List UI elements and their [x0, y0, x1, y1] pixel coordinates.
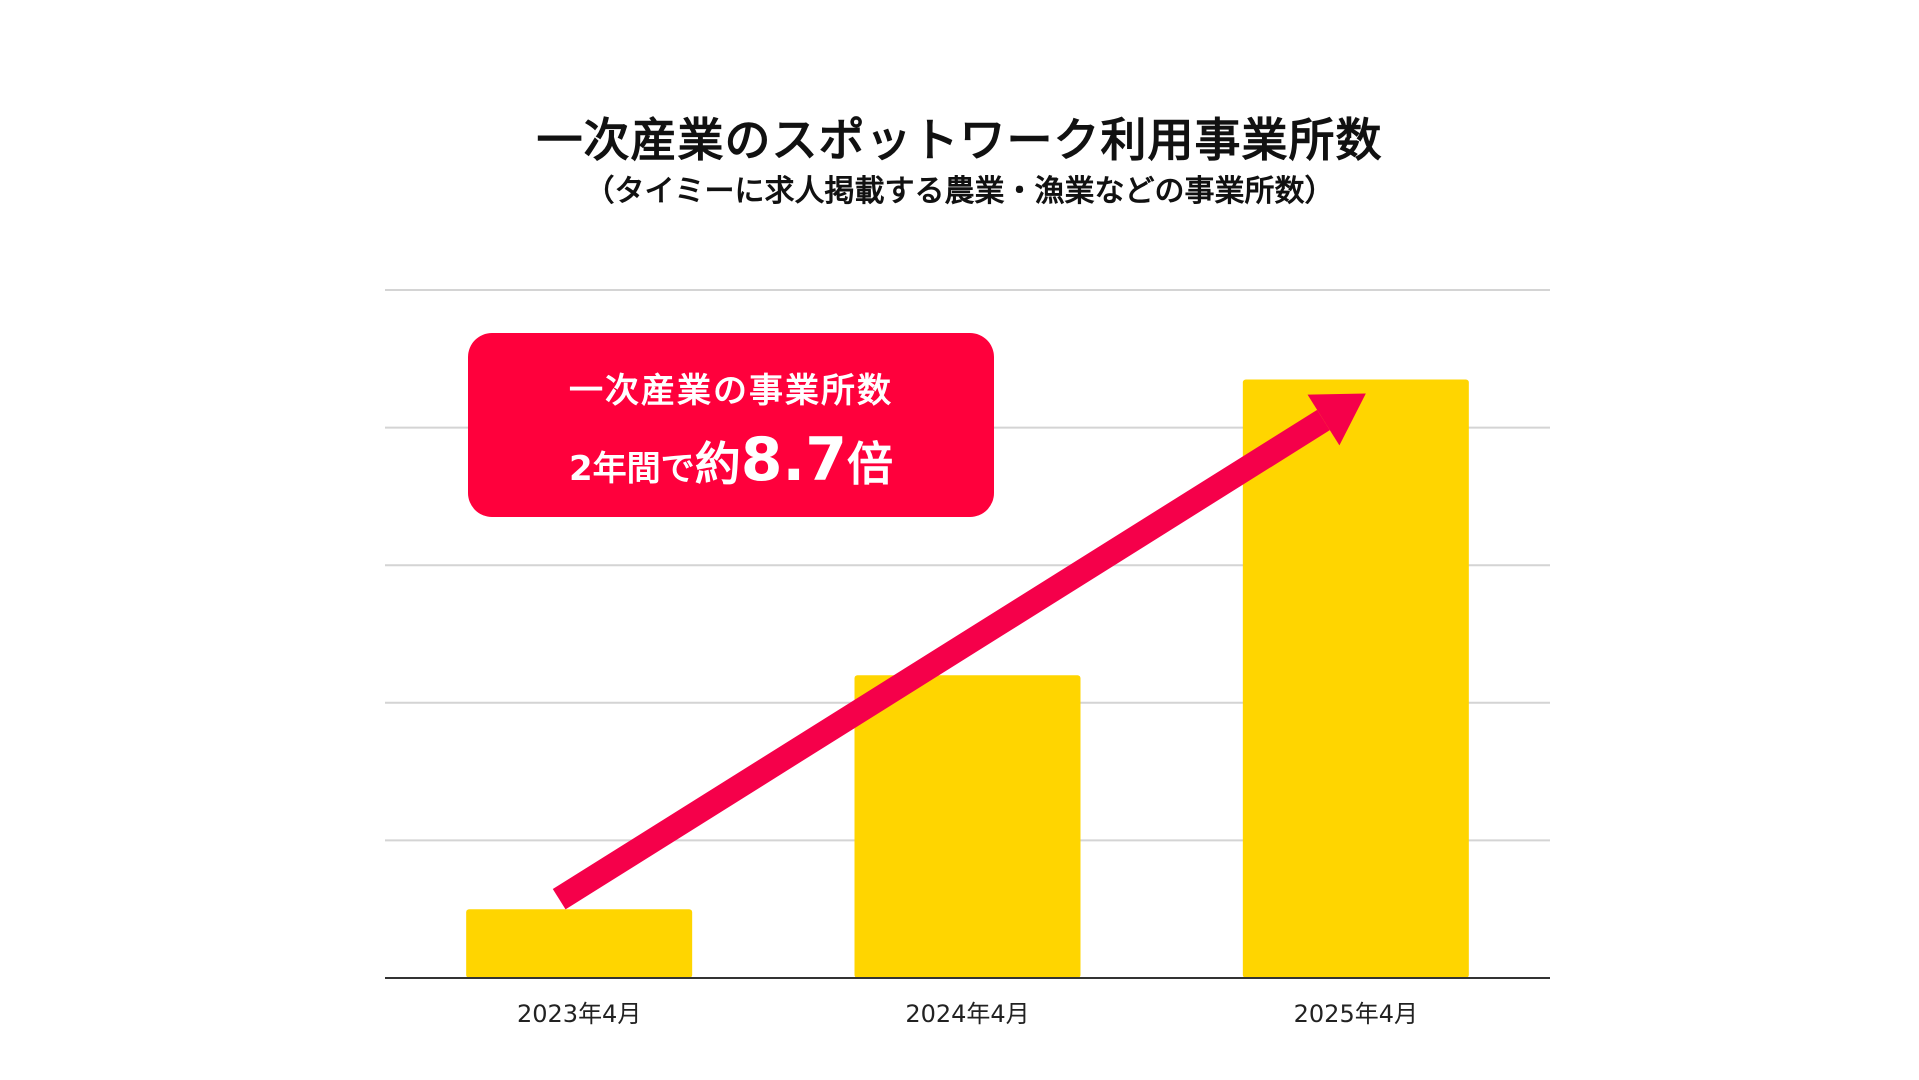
- x-tick-label: 2023年4月: [517, 1000, 641, 1028]
- growth-arrow: [552, 393, 1366, 910]
- bars: [466, 379, 1469, 978]
- x-tick-label: 2025年4月: [1294, 1000, 1418, 1028]
- callout-multiplier: 2年間で約8.7倍: [468, 425, 994, 495]
- growth-callout: 一次産業の事業所数 2年間で約8.7倍: [468, 333, 994, 517]
- bar-3: [1242, 379, 1469, 978]
- callout-value: 8.7: [740, 425, 847, 495]
- arrow-shaft: [552, 409, 1330, 910]
- callout-approx: 約: [694, 437, 741, 491]
- callout-prefix: 2年間で: [569, 449, 695, 489]
- x-tick-label: 2024年4月: [905, 1000, 1029, 1028]
- bar-2: [854, 675, 1081, 978]
- callout-suffix: 倍: [846, 437, 893, 491]
- callout-heading: 一次産業の事業所数: [569, 371, 893, 411]
- arrow-head: [1307, 393, 1366, 446]
- chart-title: 一次産業のスポットワーク利用事業所数: [536, 113, 1383, 167]
- chart-subtitle: （タイミーに求人掲載する農業・漁業などの事業所数）: [584, 174, 1335, 209]
- x-tick-labels: 2023年4月 2024年4月 2025年4月: [517, 1000, 1418, 1028]
- bar-1: [466, 909, 693, 978]
